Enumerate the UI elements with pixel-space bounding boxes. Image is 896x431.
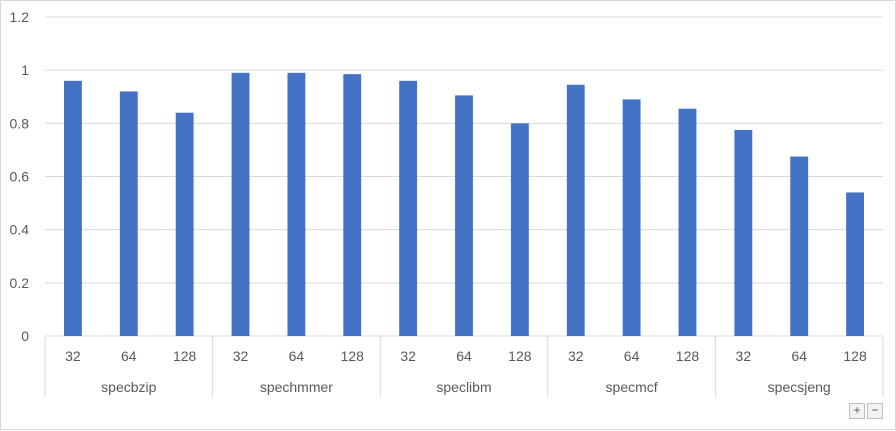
x-tick-label: 32 bbox=[233, 348, 249, 364]
bar bbox=[399, 80, 418, 336]
group-label: speclibm bbox=[436, 379, 491, 395]
y-tick-label: 1.2 bbox=[10, 9, 30, 25]
bar bbox=[678, 108, 697, 337]
bar bbox=[790, 156, 809, 336]
group-label: spechmmer bbox=[260, 379, 333, 395]
x-tick-label: 128 bbox=[173, 348, 197, 364]
y-tick-label: 0.8 bbox=[10, 115, 30, 131]
x-tick-label: 32 bbox=[400, 348, 416, 364]
bar bbox=[343, 74, 362, 336]
x-tick-label: 64 bbox=[289, 348, 305, 364]
x-tick-label: 32 bbox=[568, 348, 584, 364]
y-tick-label: 1 bbox=[21, 62, 29, 78]
group-label: specmcf bbox=[606, 379, 658, 395]
x-tick-label: 32 bbox=[736, 348, 752, 364]
y-tick-label: 0.6 bbox=[10, 169, 30, 185]
group-label: specsjeng bbox=[768, 379, 831, 395]
y-tick-label: 0 bbox=[21, 328, 29, 344]
x-tick-label: 64 bbox=[456, 348, 472, 364]
bar bbox=[175, 112, 194, 336]
bar bbox=[455, 95, 473, 336]
x-tick-label: 128 bbox=[341, 348, 365, 364]
x-tick-label: 128 bbox=[676, 348, 700, 364]
bar bbox=[734, 129, 753, 336]
x-tick-label: 128 bbox=[843, 348, 867, 364]
group-label: specbzip bbox=[101, 379, 156, 395]
y-tick-label: 0.2 bbox=[10, 275, 30, 291]
bar bbox=[622, 99, 641, 337]
bar bbox=[566, 84, 585, 336]
bar bbox=[231, 72, 250, 336]
bar bbox=[510, 123, 529, 336]
y-tick-label: 0.4 bbox=[10, 222, 30, 238]
x-tick-label: 64 bbox=[121, 348, 137, 364]
bar bbox=[846, 192, 865, 336]
bar bbox=[119, 91, 138, 336]
x-tick-label: 64 bbox=[624, 348, 640, 364]
x-tick-label: 32 bbox=[65, 348, 81, 364]
zoom-controls: + − bbox=[849, 403, 883, 419]
bar bbox=[63, 80, 82, 336]
x-tick-label: 128 bbox=[508, 348, 532, 364]
bar bbox=[287, 72, 306, 336]
zoom-in-button[interactable]: + bbox=[849, 403, 865, 419]
x-tick-label: 64 bbox=[791, 348, 807, 364]
zoom-out-button[interactable]: − bbox=[867, 403, 883, 419]
